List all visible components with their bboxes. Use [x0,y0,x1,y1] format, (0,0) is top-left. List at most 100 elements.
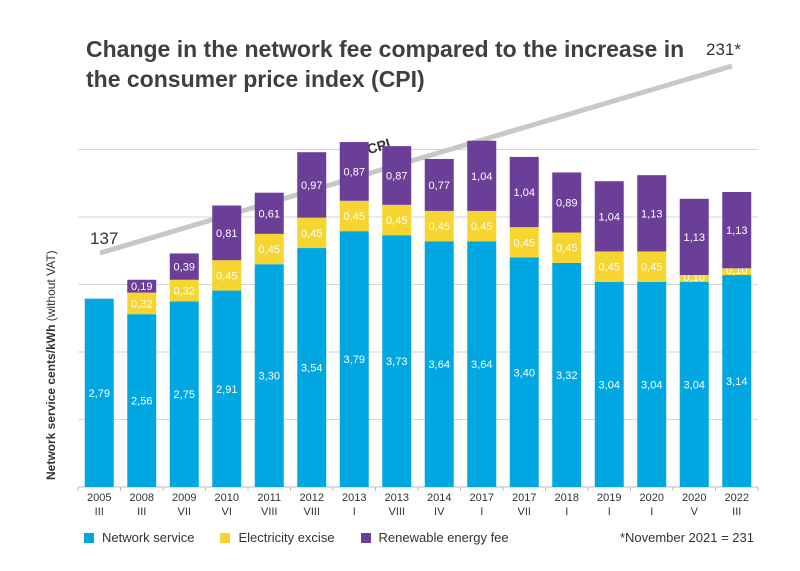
x-tick-label-sub: III [732,506,741,518]
x-tick-label-year: 2020 [682,492,706,504]
bar-segment [339,142,369,201]
bar-segment [424,210,454,242]
data-label: 3,64 [429,359,450,371]
bar-segment [339,231,369,487]
bar-segment [594,181,624,252]
bar-segment [467,140,497,211]
data-label: 3,04 [599,379,620,391]
data-label: 0,97 [301,180,322,192]
chart-title: Change in the network fee compared to th… [86,36,685,92]
data-label: 0,61 [259,208,280,220]
x-tick-label-year: 2019 [597,492,621,504]
x-tick-label-year: 2013 [342,492,366,504]
x-tick-label-sub: I [608,506,611,518]
data-label: 1,04 [514,187,535,199]
bar-segment [169,253,199,280]
y-axis-label-main: Network service cents/kWh [44,324,58,480]
x-tick-label-sub: VII [178,506,191,518]
x-tick-label-sub: VIII [261,506,278,518]
x-axis: 2005III2008III2009VII2010VI2011VIII2012V… [77,487,759,518]
legend-item-network-service: Network service [84,530,194,545]
bar-segment [424,241,454,487]
x-tick-label-year: 2017 [470,492,494,504]
data-label: 1,04 [599,211,620,223]
bar-segment [424,158,454,211]
bar-segment [509,257,539,487]
x-tick-label-year: 2017 [512,492,536,504]
data-label: 0,45 [599,262,620,274]
x-tick-label-sub: V [691,506,699,518]
legend-label: Electricity excise [238,530,335,545]
bar-segment [212,290,242,487]
data-label: 3,32 [556,370,577,382]
data-label: 0,45 [344,211,365,223]
bar-segment [127,292,157,315]
cpi-start-label: 137 [90,229,118,248]
data-label: 0,45 [641,262,662,274]
bar-segment [212,205,242,261]
x-tick-label-sub: VI [222,506,232,518]
bar-segment [297,152,327,218]
data-label: 3,04 [641,379,662,391]
bar-segment [84,298,114,487]
legend-item-electricity-excise: Electricity excise [220,530,335,545]
bar-segment [637,251,667,282]
bar-segment [509,156,539,228]
legend-swatch [84,532,94,543]
x-tick-label-sub: I [480,506,483,518]
bar-segment [722,275,752,487]
bar-segment [594,281,624,487]
y-axis-label-sub: (without VAT) [44,250,58,322]
data-label: 2,56 [131,396,152,408]
bar-segment [339,200,369,232]
data-label: 0,45 [514,237,535,249]
bar-segment [467,210,497,242]
data-label: 3,54 [301,363,322,375]
x-tick-label-year: 2005 [87,492,111,504]
bar-segment [127,279,157,293]
data-label: 0,45 [471,221,492,233]
x-tick-label-sub: III [95,506,104,518]
data-label: 0,19 [131,281,152,293]
data-label: 3,14 [726,376,747,388]
data-label: 0,77 [429,180,450,192]
x-tick-label-year: 2008 [130,492,154,504]
x-tick-label-sub: VIII [388,506,405,518]
bar-segment [637,281,667,487]
bar-segment [127,314,157,487]
x-tick-label-year: 2014 [427,492,451,504]
data-label: 0,87 [344,166,365,178]
cpi-line [99,63,733,256]
bar-segment [169,279,199,302]
data-label: 0,45 [301,228,322,240]
legend-label: Network service [102,530,195,545]
data-label: 0,87 [386,170,407,182]
bar-segment [382,146,412,205]
data-label: 0,32 [131,298,152,310]
data-label: 2,75 [174,389,195,401]
bar-segment [552,172,582,233]
bar-segment [254,264,284,487]
data-label: 0,45 [556,243,577,255]
data-label: 3,04 [684,379,705,391]
bar-segment [679,281,709,487]
x-tick-label-year: 2009 [172,492,196,504]
bar-segment [169,301,199,487]
bar-segment [679,198,709,276]
data-label: 2,91 [216,384,237,396]
x-tick-label-sub: VII [518,506,531,518]
data-label: 3,40 [514,367,535,379]
data-label: 0,39 [174,262,195,274]
data-label: 3,30 [259,371,280,383]
data-label: 0,45 [429,221,450,233]
data-label: 3,73 [386,356,407,368]
data-label: 0,45 [386,215,407,227]
data-label: 1,04 [471,171,492,183]
bar-segment [679,275,709,282]
x-tick-label-year: 2013 [385,492,409,504]
x-tick-label-sub: I [565,506,568,518]
x-tick-label-year: 2018 [555,492,579,504]
bar-segment [297,217,327,249]
cpi-end-label: 231* [706,40,741,59]
